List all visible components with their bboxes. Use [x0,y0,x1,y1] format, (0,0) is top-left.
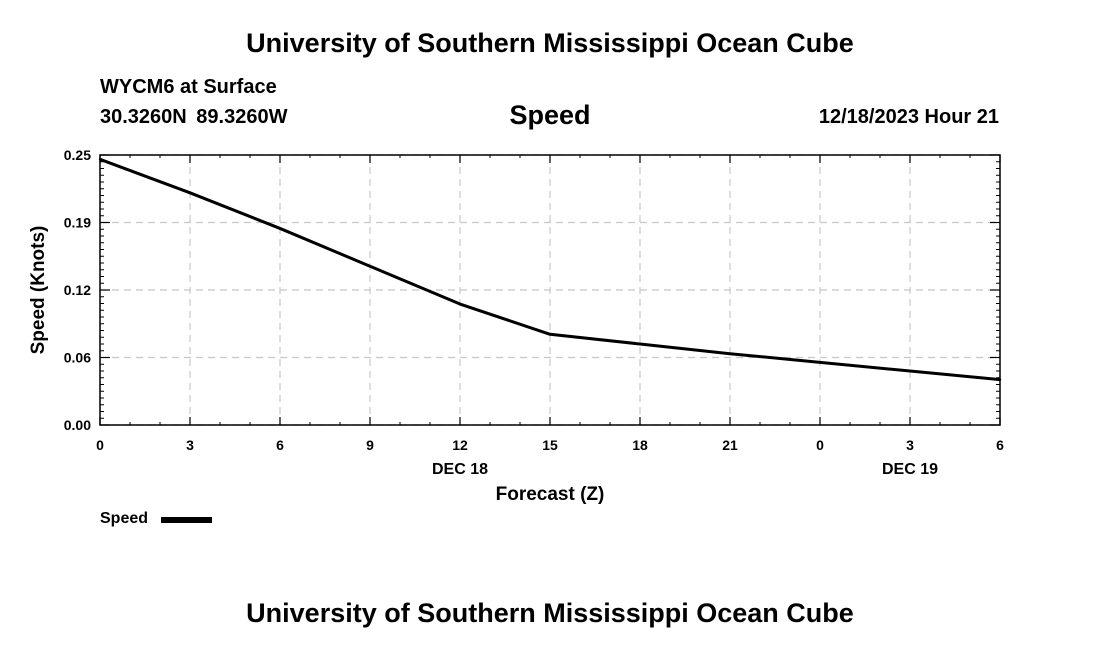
plot-frame [99,154,1001,426]
x-day-label: DEC 19 [882,461,938,478]
x-tick-label: 9 [366,437,374,453]
legend-line-swatch [161,517,212,523]
grid [99,154,1001,426]
parameter-title: Speed [509,100,591,130]
x-tick-label: 18 [632,437,648,453]
y-axis-title: Speed (Knots) [28,226,49,355]
y-tick-label: 0.12 [64,282,91,298]
x-day-label: DEC 18 [432,461,488,478]
data-point [278,227,282,230]
legend-label: Speed [100,510,149,527]
data-point [728,352,732,355]
x-tick-label: 15 [542,437,558,453]
data-point [908,369,912,373]
x-tick-label: 0 [816,437,824,453]
y-tick-label: 0.06 [64,350,91,366]
data-point [188,191,192,194]
x-tick-label: 6 [996,437,1004,453]
x-tick-label: 6 [276,437,284,453]
y-tick-label: 0.00 [64,417,91,433]
data-point [638,342,642,346]
y-tick-label: 0.19 [64,215,91,231]
y-tick-label: 0.25 [64,147,91,163]
station-coordinates: 30.3260N 89.3260W [100,106,288,128]
x-axis-title: Forecast (Z) [496,484,605,505]
footer-title: University of Southern Mississippi Ocean… [246,598,854,628]
forecast-datetime: 12/18/2023 Hour 21 [818,106,999,128]
x-tick-label: 0 [96,437,104,453]
data-point [548,333,552,336]
data-point [818,361,822,364]
y-axis-ticks: 0.00 0.06 0.12 0.19 0.25 [64,147,1000,433]
station-name: WYCM6 at Surface [100,76,277,98]
data-point [368,265,372,268]
x-tick-label: 3 [186,437,194,453]
x-tick-label: 3 [906,437,914,453]
x-tick-label: 12 [452,437,468,453]
data-point [458,302,462,306]
x-axis-ticks: 0 3 6 9 12 15 18 21 0 3 6 DEC 18 DEC 19 [96,155,1004,478]
x-tick-label: 21 [722,437,738,453]
chart-title: University of Southern Mississippi Ocean… [246,28,854,58]
